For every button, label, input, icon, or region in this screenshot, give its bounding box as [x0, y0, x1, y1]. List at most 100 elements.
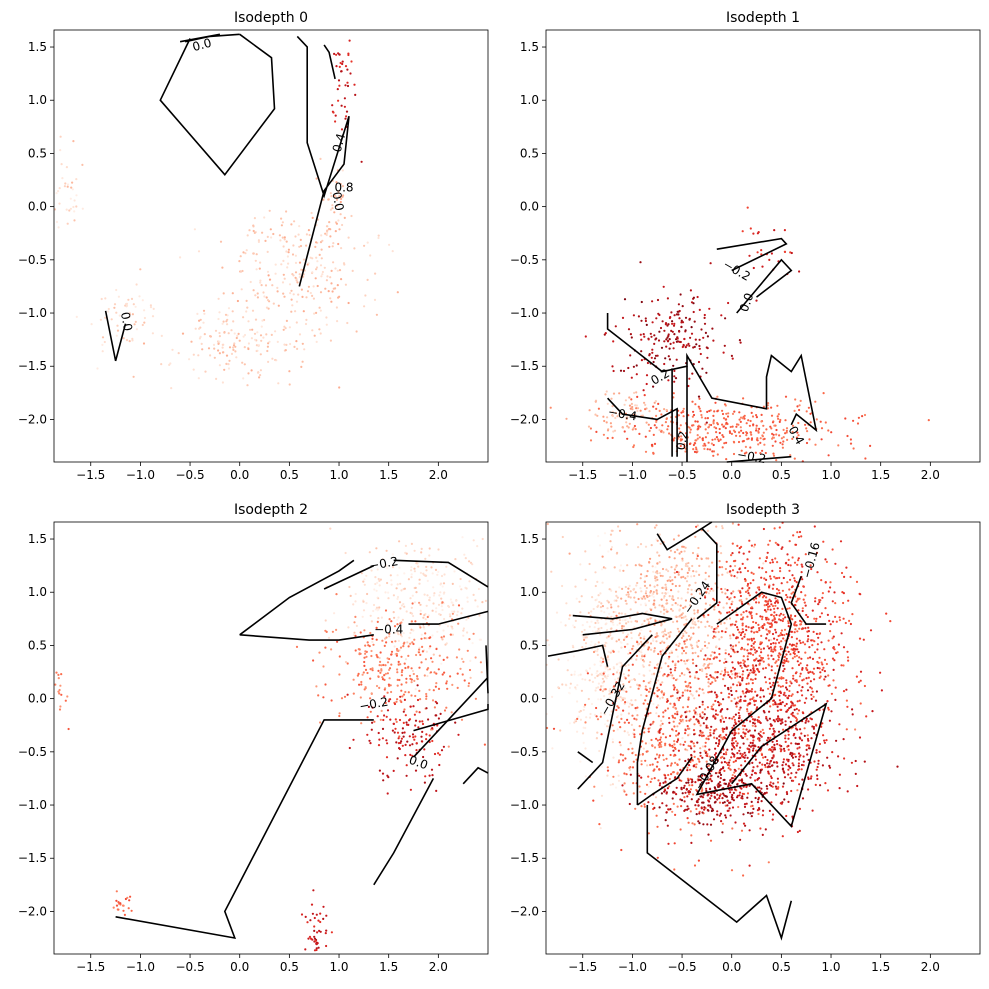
scatter-point	[361, 673, 364, 676]
scatter-point	[674, 747, 677, 751]
scatter-point	[127, 298, 130, 301]
scatter-point	[750, 611, 753, 614]
scatter-point	[782, 613, 785, 616]
scatter-point	[432, 594, 435, 597]
scatter-point	[797, 709, 801, 712]
scatter-point	[785, 791, 788, 794]
scatter-point	[796, 648, 799, 651]
scatter-point	[855, 580, 859, 583]
scatter-point	[416, 562, 419, 565]
scatter-point	[773, 527, 776, 530]
scatter-point	[707, 585, 710, 588]
scatter-point	[364, 687, 367, 690]
scatter-point	[711, 561, 714, 564]
scatter-point	[608, 713, 612, 716]
scatter-point	[776, 415, 779, 418]
scatter-point	[745, 629, 748, 632]
scatter-point	[633, 391, 636, 394]
scatter-point	[640, 590, 643, 593]
scatter-point	[379, 718, 382, 721]
scatter-point	[375, 547, 378, 550]
scatter-point	[784, 616, 787, 619]
scatter-point	[620, 612, 623, 615]
scatter-point	[283, 343, 286, 346]
scatter-point	[577, 674, 580, 677]
scatter-point	[446, 625, 450, 628]
scatter-point	[667, 773, 670, 777]
scatter-point	[324, 287, 327, 290]
scatter-point	[592, 607, 595, 611]
scatter-point	[889, 620, 892, 623]
scatter-point	[789, 564, 792, 567]
scatter-point	[383, 644, 386, 647]
scatter-point	[739, 416, 743, 419]
scatter-point	[748, 594, 751, 597]
scatter-point	[770, 603, 773, 606]
scatter-point	[765, 618, 768, 621]
scatter-point	[618, 622, 621, 625]
scatter-point	[744, 566, 747, 570]
scatter-point	[806, 734, 809, 737]
scatter-point	[842, 601, 845, 605]
scatter-point	[294, 271, 298, 274]
scatter-point	[751, 724, 754, 727]
x-tick-label: −1.5	[76, 960, 105, 974]
scatter-point	[627, 593, 630, 596]
scatter-point	[670, 329, 673, 332]
scatter-point	[285, 240, 288, 243]
scatter-point	[673, 740, 676, 743]
scatter-point	[612, 430, 615, 433]
scatter-point	[780, 677, 783, 680]
scatter-point	[741, 622, 744, 625]
scatter-point	[443, 709, 447, 712]
scatter-point	[747, 682, 750, 685]
x-tick-label: −1.0	[126, 468, 155, 482]
scatter-point	[423, 748, 426, 751]
scatter-point	[705, 421, 708, 424]
scatter-point	[792, 674, 795, 677]
scatter-point	[747, 664, 750, 667]
scatter-point	[265, 306, 269, 309]
scatter-point	[821, 764, 824, 767]
scatter-point	[683, 660, 686, 663]
scatter-point	[603, 532, 607, 535]
scatter-point	[716, 395, 719, 398]
scatter-point	[698, 592, 702, 595]
scatter-point	[633, 735, 636, 739]
scatter-point	[435, 789, 438, 792]
scatter-point	[754, 451, 757, 454]
scatter-point	[725, 751, 728, 754]
scatter-point	[626, 731, 629, 734]
scatter-point	[688, 344, 691, 347]
scatter-point	[231, 310, 234, 313]
scatter-point	[745, 625, 748, 628]
scatter-point	[781, 607, 784, 610]
scatter-point	[801, 686, 804, 689]
scatter-point	[383, 674, 386, 677]
scatter-point	[404, 690, 407, 694]
scatter-point	[777, 589, 780, 592]
scatter-point	[268, 278, 272, 281]
scatter-point	[813, 640, 816, 643]
scatter-point	[715, 696, 718, 699]
scatter-point	[741, 618, 744, 621]
scatter-point	[706, 417, 709, 420]
scatter-point	[422, 626, 425, 629]
scatter-point	[680, 438, 684, 441]
scatter-point	[115, 311, 118, 314]
scatter-point	[663, 362, 666, 366]
scatter-point	[653, 342, 656, 345]
scatter-point	[743, 735, 747, 738]
scatter-point	[313, 916, 316, 920]
scatter-point	[819, 675, 822, 678]
scatter-point	[665, 345, 668, 348]
scatter-point	[673, 725, 676, 728]
scatter-point	[612, 666, 615, 669]
scatter-point	[708, 565, 711, 568]
scatter-point	[340, 278, 343, 281]
scatter-point	[830, 431, 833, 434]
scatter-point	[408, 719, 411, 722]
scatter-point	[677, 699, 680, 702]
scatter-point	[656, 578, 659, 581]
scatter-point	[134, 320, 137, 323]
